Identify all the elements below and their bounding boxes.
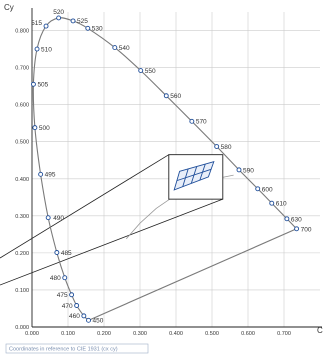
wavelength-marker	[269, 200, 275, 206]
y-tick-label: 0.300	[15, 214, 29, 220]
wavelength-marker	[38, 171, 44, 177]
wavelength-marker	[62, 275, 68, 281]
wavelength-label: 485	[61, 250, 72, 257]
wavelength-label: 610	[276, 201, 287, 208]
y-tick-labels: 0.000 0.100 0.200 0.300 0.400 0.500 0.600 0.700…	[15, 29, 29, 331]
x-tick-label: 0.700	[277, 331, 291, 337]
y-tick-label: 0.200	[15, 251, 29, 257]
wavelength-label: 600	[262, 186, 273, 193]
x-axis-label: Cx	[317, 326, 323, 335]
x-tick-label: 0.600	[241, 331, 255, 337]
wavelength-marker	[255, 186, 261, 192]
wavelength-marker	[30, 81, 36, 87]
bin-row-line	[176, 168, 212, 182]
purple-line	[88, 228, 297, 321]
y-tick-label: 0.800	[15, 29, 29, 35]
wavelength-label: 500	[39, 125, 50, 132]
wavelength-label: 480	[50, 275, 61, 282]
wavelength-marker	[284, 216, 290, 222]
y-tick-label: 0.400	[15, 177, 29, 183]
wavelength-marker	[54, 250, 60, 255]
x-tick-label: 0.000	[25, 331, 39, 337]
note-box	[5, 343, 149, 354]
wavelength-marker	[112, 45, 118, 51]
wavelength-label: 590	[243, 167, 254, 174]
wavelength-marker	[86, 317, 91, 323]
wavelength-marker	[34, 46, 40, 52]
x-tick-label: 0.100	[61, 331, 75, 337]
wavelength-marker	[294, 226, 300, 232]
wavelength-label: 460	[69, 313, 80, 320]
x-tick-label: 0.400	[169, 331, 183, 337]
wavelength-marker	[70, 18, 76, 24]
wavelength-label: 530	[92, 26, 103, 33]
wavelength-labels: 450 460 470 475 480 485 490 495 500 505 510 515 520 5…	[31, 9, 312, 325]
y-tick-label: 0.100	[15, 288, 29, 294]
wavelength-marker	[214, 144, 220, 149]
wavelength-label: 510	[41, 46, 52, 53]
wavelength-marker	[69, 292, 75, 298]
wavelength-label: 700	[301, 226, 312, 233]
wavelength-label: 630	[291, 216, 302, 223]
wavelength-label: 520	[53, 9, 64, 16]
wavelength-label: 505	[37, 82, 48, 89]
wavelength-marker	[236, 167, 242, 173]
wavelength-label: 450	[93, 318, 104, 325]
wavelength-marker	[32, 125, 38, 131]
locus-curve	[32, 17, 298, 321]
wavelength-label: 580	[221, 144, 232, 151]
wavelength-marker	[81, 313, 87, 319]
wavelength-marker	[45, 215, 51, 221]
y-tick-label: 0.600	[15, 103, 29, 109]
wavelength-label: 560	[170, 93, 181, 100]
wavelength-label: 515	[31, 20, 42, 27]
x-tick-label: 0.500	[205, 331, 219, 337]
axes	[31, 8, 322, 328]
wavelength-marker	[43, 23, 49, 29]
binning-grid	[173, 161, 215, 191]
wavelength-label: 475	[57, 292, 68, 299]
wavelength-label: 490	[53, 215, 64, 222]
y-tick-label: 0.000	[15, 325, 29, 331]
y-tick-label: 0.500	[15, 140, 29, 146]
wavelength-marker	[56, 15, 62, 21]
wavelength-marker	[189, 118, 195, 124]
y-axis-label: Cy	[4, 3, 14, 12]
wavelength-marker	[138, 68, 144, 74]
zoom-line-lower	[0, 198, 223, 286]
spectral-locus	[32, 17, 298, 321]
zoom-lines	[0, 154, 223, 286]
reference-note: Coordinates in reference to CIE 1931 (cx…	[9, 347, 118, 353]
wavelength-marker	[85, 25, 91, 31]
y-tick-label: 0.700	[15, 66, 29, 72]
wavelength-label: 525	[77, 18, 88, 25]
wavelength-markers	[30, 15, 300, 323]
wavelength-marker	[163, 93, 169, 99]
wavelength-label: 470	[62, 303, 73, 310]
x-tick-label: 0.200	[97, 331, 111, 337]
x-tick-labels: 0.000 0.100 0.200 0.300 0.400 0.500 0.600 0.700	[25, 331, 291, 337]
zoom-line-upper	[0, 154, 170, 259]
x-tick-label: 0.300	[133, 331, 147, 337]
wavelength-label: 550	[145, 68, 156, 75]
wavelength-label: 540	[119, 45, 130, 52]
wavelength-label: 570	[196, 119, 207, 126]
wavelength-label: 495	[45, 172, 56, 179]
wavelength-marker	[74, 303, 80, 308]
